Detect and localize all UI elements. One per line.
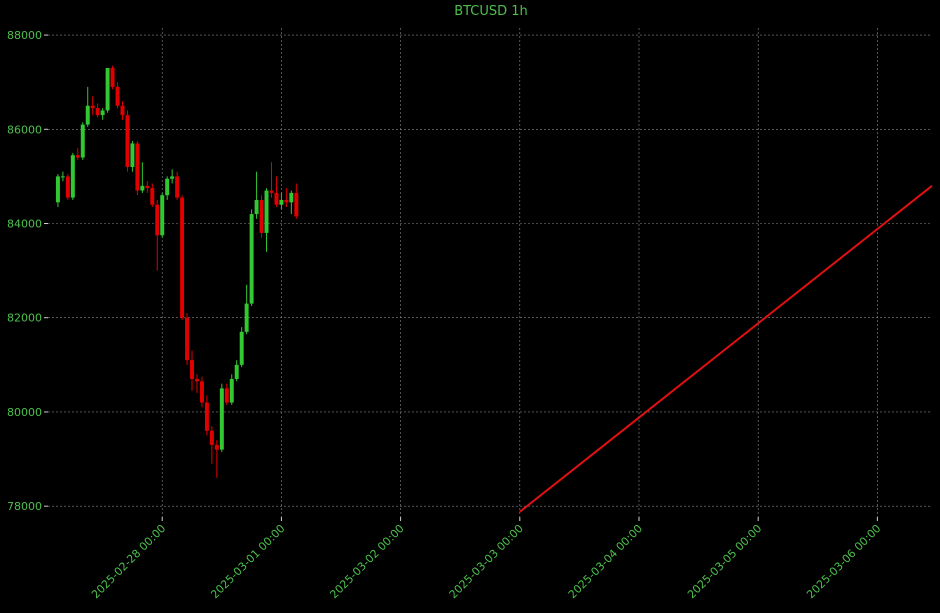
candle-body (60, 176, 65, 178)
candle-body (115, 86, 120, 106)
candle-body (90, 105, 95, 109)
candle-body (185, 317, 190, 361)
candle-body (219, 388, 224, 450)
candle-body (165, 178, 170, 196)
candle-body (239, 331, 244, 365)
candle-body (85, 105, 90, 125)
y-tick-label: 86000 (7, 123, 42, 136)
chart-title: BTCUSD 1h (454, 4, 528, 19)
x-tick-label: 2025-03-04 00:00 (566, 522, 645, 601)
x-tick-label: 2025-03-06 00:00 (804, 522, 883, 601)
candle-body (214, 444, 219, 450)
y-tick-label: 78000 (7, 500, 42, 513)
candle-body (105, 68, 110, 111)
candle-body (244, 303, 249, 332)
candle-body (224, 388, 229, 403)
y-tick-label: 82000 (7, 312, 42, 325)
candle-body (170, 176, 175, 179)
candle-body (204, 402, 209, 431)
candle-body (264, 190, 269, 233)
candle-body (175, 176, 180, 198)
candle-body (120, 105, 125, 116)
y-tick-label: 80000 (7, 406, 42, 419)
candle-body (279, 199, 284, 205)
candle-body (145, 185, 150, 189)
candle-body (289, 192, 294, 203)
candle-body (294, 192, 299, 217)
candle-body (110, 68, 115, 87)
candle-body (209, 430, 214, 445)
x-tick-label: 2025-03-01 00:00 (208, 522, 287, 601)
candle-body (155, 204, 160, 236)
candle-body (55, 176, 60, 203)
candle-body (140, 185, 145, 191)
x-tick-label: 2025-03-02 00:00 (327, 522, 406, 601)
candle-body (150, 188, 155, 205)
candle-body (249, 214, 254, 304)
candle-body (65, 176, 70, 198)
candle-body (180, 197, 185, 318)
candle-body (130, 143, 135, 167)
y-tick-label: 84000 (7, 218, 42, 231)
candle-body (284, 199, 289, 203)
candle-body (195, 378, 199, 382)
candle-body (70, 155, 75, 198)
candle-body (80, 124, 85, 158)
candle-body (229, 378, 234, 403)
candle-body (95, 108, 100, 116)
candle-body (125, 115, 130, 167)
candle-body (199, 381, 204, 403)
x-tick-label: 2025-03-03 00:00 (447, 522, 526, 601)
trend-line (519, 185, 933, 513)
candle-body (234, 364, 239, 379)
candle-body (274, 192, 279, 205)
candle-body (259, 199, 264, 233)
candle-body (269, 190, 274, 193)
candle-body (75, 155, 80, 158)
candle-body (190, 360, 195, 379)
candle-body (254, 199, 259, 215)
candle-body (160, 195, 165, 236)
candle-body (135, 143, 140, 191)
x-tick-label: 2025-03-05 00:00 (685, 522, 764, 601)
candle-body (100, 110, 105, 116)
y-tick-label: 88000 (7, 29, 42, 42)
x-tick-label: 2025-02-28 00:00 (89, 522, 168, 601)
